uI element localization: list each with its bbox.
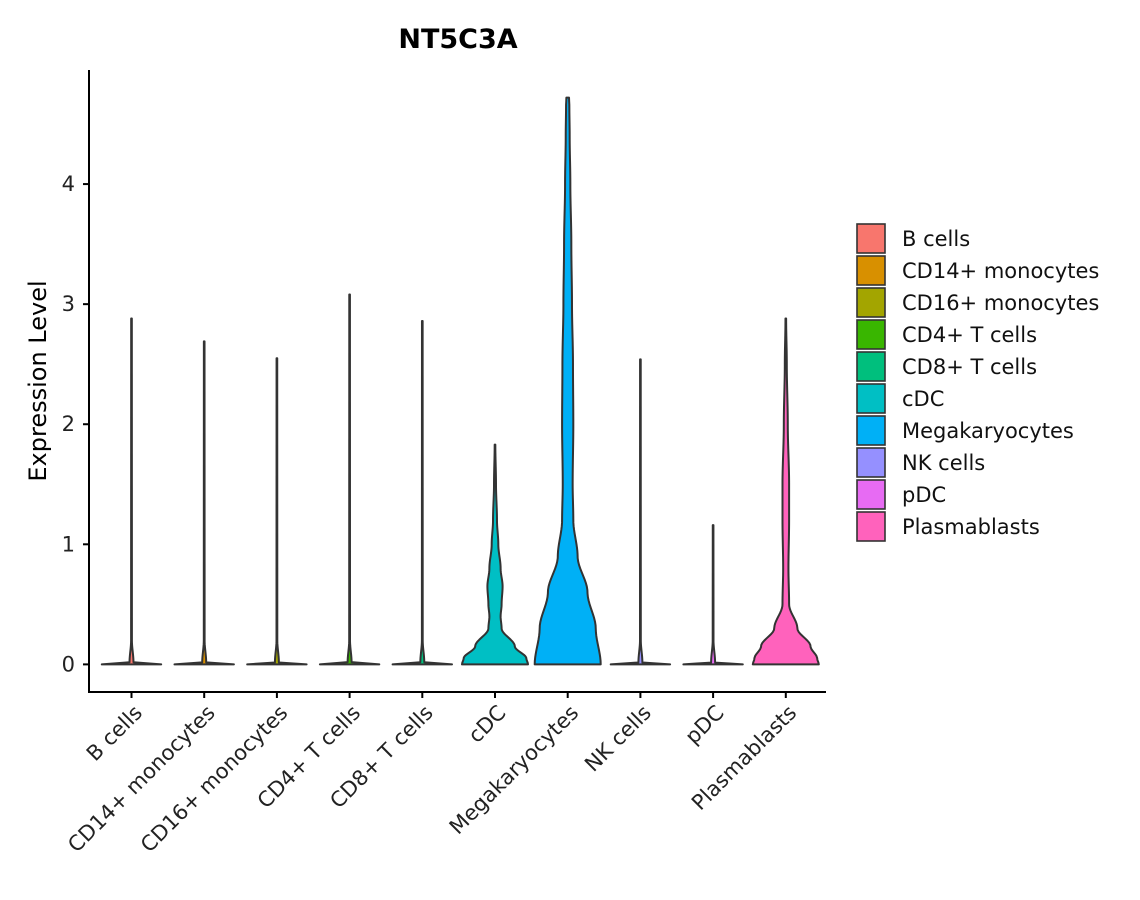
legend-swatch-cd16plus-monocytes (856, 287, 886, 318)
legend-swatch-cdc (856, 383, 886, 414)
legend-swatch-cd8plus-t-cells (856, 351, 886, 382)
violin-plasmablasts (751, 317, 820, 666)
legend-swatch-plasmablasts (856, 511, 886, 542)
violin-cd16plus-monocytes (246, 357, 308, 666)
legend-label-nk-cells: NK cells (902, 451, 985, 475)
violin-cd8plus-t-cells (391, 319, 453, 666)
legend-swatch-cd14plus-monocytes (856, 255, 886, 286)
y-tick-label: 1 (62, 532, 75, 556)
legend-label-cd14plus-monocytes: CD14+ monocytes (902, 259, 1099, 283)
legend-swatch-nk-cells (856, 447, 886, 478)
legend: B cells CD14+ monocytes CD16+ monocytes CD4… (856, 223, 1099, 542)
chart-title: NT5C3A (398, 24, 517, 55)
legend-label-pdc: pDC (902, 483, 946, 507)
violin-b-cells (100, 317, 163, 666)
violin-cdc (461, 443, 529, 666)
violins-group (100, 96, 820, 666)
legend-swatch-pdc (856, 479, 886, 510)
legend-label-plasmablasts: Plasmablasts (902, 515, 1040, 539)
x-tick-label-b-cells: B cells (82, 701, 147, 766)
legend-label-b-cells: B cells (902, 227, 970, 251)
x-tick-label-cdc: cDC (464, 701, 511, 748)
legend-label-cdc: cDC (902, 387, 944, 411)
violin-megakaryocytes (533, 96, 602, 666)
y-axis-label: Expression Level (24, 280, 52, 481)
legend-label-cd4plus-t-cells: CD4+ T cells (902, 323, 1037, 347)
legend-label-megakaryocytes: Megakaryocytes (902, 419, 1074, 443)
legend-swatch-b-cells (856, 223, 886, 254)
x-tick-label-pdc: pDC (680, 701, 728, 749)
legend-swatch-megakaryocytes (856, 415, 886, 446)
y-tick-label: 3 (62, 292, 75, 316)
y-ticks-group: 0 1 2 3 4 (62, 172, 89, 676)
violin-cd4plus-t-cells (318, 293, 381, 666)
violin-cd14plus-monocytes (173, 340, 235, 666)
x-tick-label-nk-cells: NK cells (580, 701, 656, 777)
legend-label-cd16plus-monocytes: CD16+ monocytes (902, 291, 1099, 315)
x-tick-label-megakaryocytes: Megakaryocytes (445, 701, 584, 840)
violin-nk-cells (609, 358, 672, 666)
y-tick-label: 0 (62, 652, 75, 676)
legend-swatch-cd4plus-t-cells (856, 319, 886, 350)
legend-label-cd8plus-t-cells: CD8+ T cells (902, 355, 1037, 379)
violin-pdc (682, 524, 744, 666)
y-tick-label: 2 (62, 412, 75, 436)
y-tick-label: 4 (62, 172, 75, 196)
